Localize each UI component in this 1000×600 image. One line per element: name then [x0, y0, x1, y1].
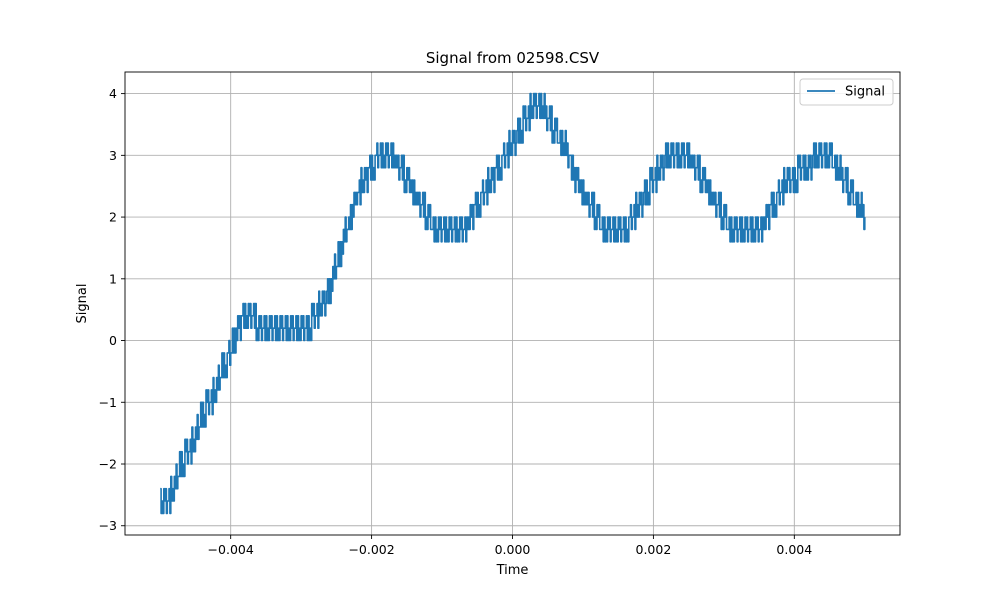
y-tick-label: 1 [109, 271, 117, 286]
legend-label-signal: Signal [845, 85, 885, 100]
x-tick-label: 0.004 [776, 542, 812, 557]
y-axis: −3 −2 −1 0 1 2 3 4 [99, 86, 125, 533]
series-layer [160, 92, 866, 515]
series-line-signal [160, 92, 866, 515]
y-axis-label: Signal [75, 284, 90, 324]
y-tick-label: 4 [109, 86, 117, 101]
x-axis: −0.004 −0.002 0.000 0.002 0.004 [208, 535, 812, 557]
y-tick-label: 0 [109, 333, 117, 348]
legend-box [799, 78, 894, 106]
y-tick-label: −3 [99, 518, 117, 533]
x-tick-label: −0.004 [208, 542, 254, 557]
x-tick-label: −0.002 [348, 542, 394, 557]
y-tick-label: −1 [99, 395, 117, 410]
x-tick-label: 0.002 [636, 542, 672, 557]
y-tick-label: 3 [109, 148, 117, 163]
x-axis-label: Time [496, 563, 529, 578]
x-tick-label: 0.000 [495, 542, 531, 557]
y-tick-label: −2 [99, 457, 117, 472]
legend: Signal [799, 78, 894, 106]
chart-title: Signal from 02598.CSV [426, 49, 600, 67]
y-tick-label: 2 [109, 210, 117, 225]
